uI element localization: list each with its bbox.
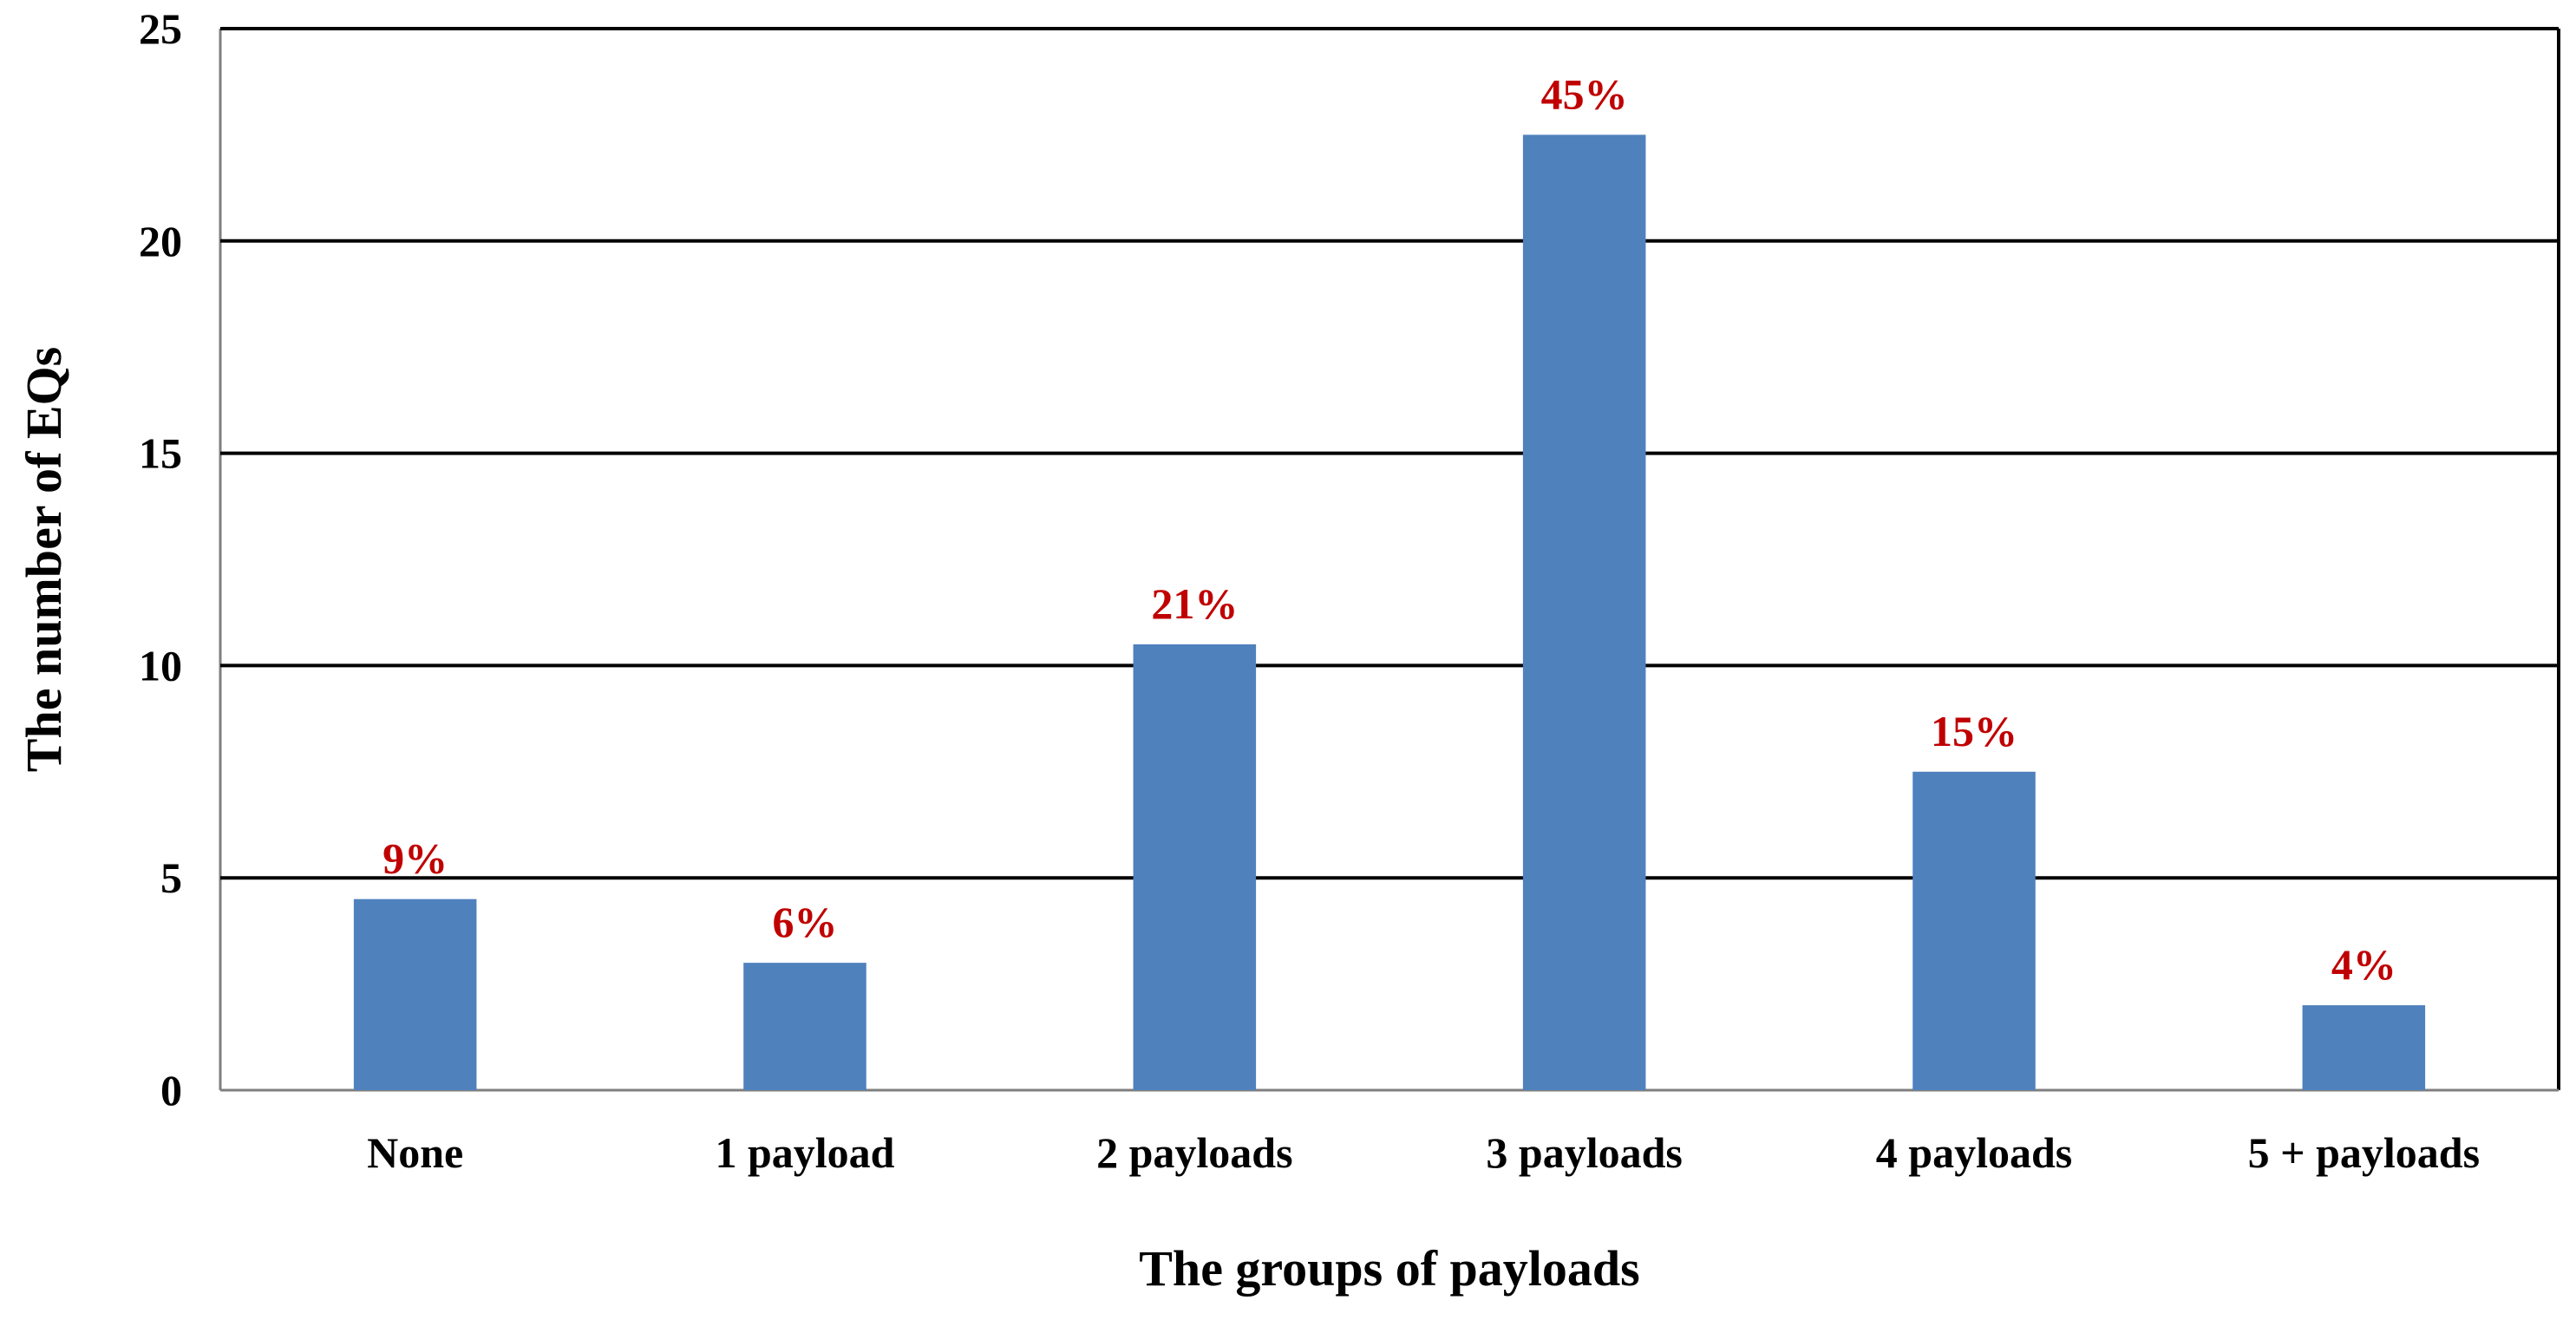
data-label: 21% bbox=[1151, 579, 1238, 628]
data-label: 6% bbox=[773, 898, 838, 946]
data-labels: 9% 6% 21% 45% 15% 4% bbox=[382, 69, 2396, 989]
bar bbox=[1133, 644, 1257, 1090]
x-axis-tick-labels: None 1 payload 2 payloads 3 payloads 4 paylo… bbox=[367, 1128, 2480, 1177]
bar bbox=[743, 963, 866, 1090]
data-label: 15% bbox=[1931, 707, 2017, 755]
y-tick-label: 5 bbox=[160, 853, 182, 902]
gridlines bbox=[220, 27, 2559, 880]
bar bbox=[1522, 134, 1646, 1090]
x-tick-label: 2 payloads bbox=[1096, 1128, 1292, 1177]
bar bbox=[2302, 1005, 2426, 1090]
y-axis-tick-labels: 0 5 10 15 20 25 bbox=[139, 4, 182, 1114]
x-axis-title: The groups of payloads bbox=[1139, 1240, 1639, 1297]
y-tick-label: 20 bbox=[139, 217, 182, 265]
bar bbox=[353, 899, 477, 1090]
x-tick-label: 1 payload bbox=[715, 1128, 894, 1177]
y-tick-label: 15 bbox=[139, 429, 182, 478]
x-tick-label: 4 payloads bbox=[1876, 1128, 2072, 1177]
y-tick-label: 25 bbox=[139, 4, 182, 53]
y-tick-label: 0 bbox=[160, 1066, 182, 1114]
x-tick-label: None bbox=[367, 1128, 463, 1177]
plot-area bbox=[219, 29, 2560, 1092]
x-tick-label: 5 + payloads bbox=[2248, 1128, 2480, 1177]
y-axis-title: The number of EQs bbox=[16, 347, 72, 772]
data-label: 9% bbox=[382, 834, 448, 883]
y-tick-label: 10 bbox=[139, 641, 182, 689]
data-label: 4% bbox=[2331, 940, 2396, 989]
bar bbox=[1912, 771, 2036, 1090]
bars bbox=[353, 134, 2426, 1090]
x-tick-label: 3 payloads bbox=[1486, 1128, 1682, 1177]
data-label: 45% bbox=[1541, 69, 1628, 118]
